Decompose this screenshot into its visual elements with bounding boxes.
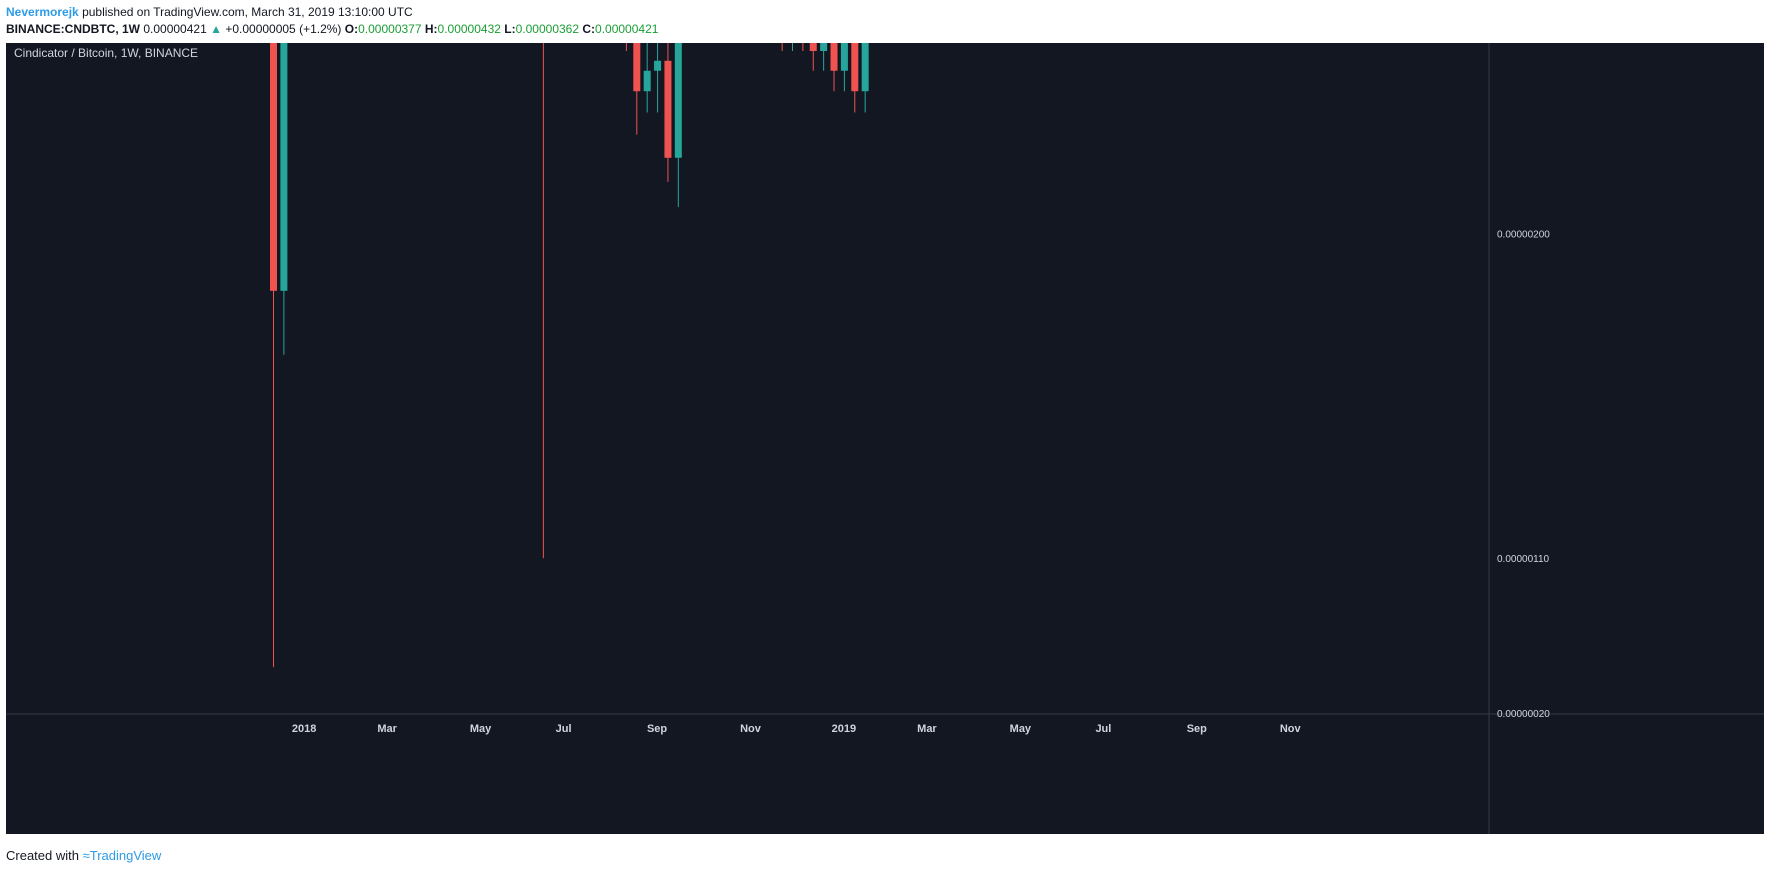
chart-header: Nevermorejk published on TradingView.com…	[6, 4, 658, 38]
x-tick-label: Jul	[1095, 723, 1111, 735]
candle-body	[840, 43, 848, 71]
x-tick-label: Nov	[740, 723, 762, 735]
close-value: 0.00000421	[595, 22, 659, 36]
candle-body	[270, 43, 277, 291]
x-tick-label: May	[1010, 723, 1032, 735]
x-tick-label: 2018	[292, 723, 316, 735]
author-link[interactable]: Nevermorejk	[6, 5, 79, 19]
open-label: O:	[344, 22, 359, 36]
candle-body	[809, 43, 817, 51]
x-tick-label: Mar	[377, 723, 397, 735]
high-value: 0.00000432	[437, 22, 501, 36]
candle-body	[851, 43, 859, 92]
candle-body	[280, 43, 288, 291]
x-tick-label: Sep	[1187, 723, 1207, 735]
low-value: 0.00000362	[515, 22, 580, 36]
chart-title: Cindicator / Bitcoin, 1W, BINANCE	[14, 46, 198, 60]
y-tick-label: 0.00000020	[1497, 709, 1550, 720]
candle-body	[861, 43, 869, 92]
ohlc-line: BINANCE:CNDBTC, 1W 0.00000421 ▲ +0.00000…	[6, 21, 658, 38]
last-price: 0.00000421	[143, 22, 207, 36]
publish-line: Nevermorejk published on TradingView.com…	[6, 4, 658, 21]
open-value: 0.00000377	[358, 22, 422, 36]
price-change: +0.00000005 (+1.2%)	[225, 22, 342, 36]
close-label: C:	[582, 22, 596, 36]
publish-info: published on TradingView.com, March 31, …	[82, 5, 413, 19]
x-tick-label: 2019	[832, 723, 856, 735]
x-tick-label: Sep	[647, 723, 667, 735]
candle-body	[820, 43, 828, 51]
candle-body	[674, 43, 682, 158]
x-tick-label: Nov	[1280, 723, 1302, 735]
candle-body	[654, 60, 662, 71]
chart-panel[interactable]: Cindicator / Bitcoin, 1W, BINANCE 0.0000…	[6, 43, 1764, 834]
low-label: L:	[504, 22, 516, 36]
symbol-label: BINANCE:CNDBTC, 1W	[6, 22, 140, 36]
y-tick-label: 0.00000200	[1497, 230, 1550, 241]
footer: Created with ≈TradingView	[6, 848, 161, 863]
candle-body	[633, 43, 641, 92]
change-arrow-icon: ▲	[210, 22, 222, 36]
candle-body	[664, 60, 672, 158]
x-tick-label: Mar	[917, 723, 937, 735]
tradingview-logo-icon: ≈	[82, 848, 90, 863]
x-tick-label: May	[470, 723, 492, 735]
created-with: Created with	[6, 848, 79, 863]
tradingview-link[interactable]: TradingView	[89, 848, 162, 863]
candle-body	[830, 43, 838, 71]
y-tick-label: 0.00000110	[1497, 554, 1550, 565]
candle-body	[643, 70, 651, 92]
x-tick-label: Jul	[556, 723, 572, 735]
high-label: H:	[424, 22, 438, 36]
candlestick-chart[interactable]: Cindicator / Bitcoin, 1W, BINANCE 0.0000…	[6, 43, 1764, 834]
